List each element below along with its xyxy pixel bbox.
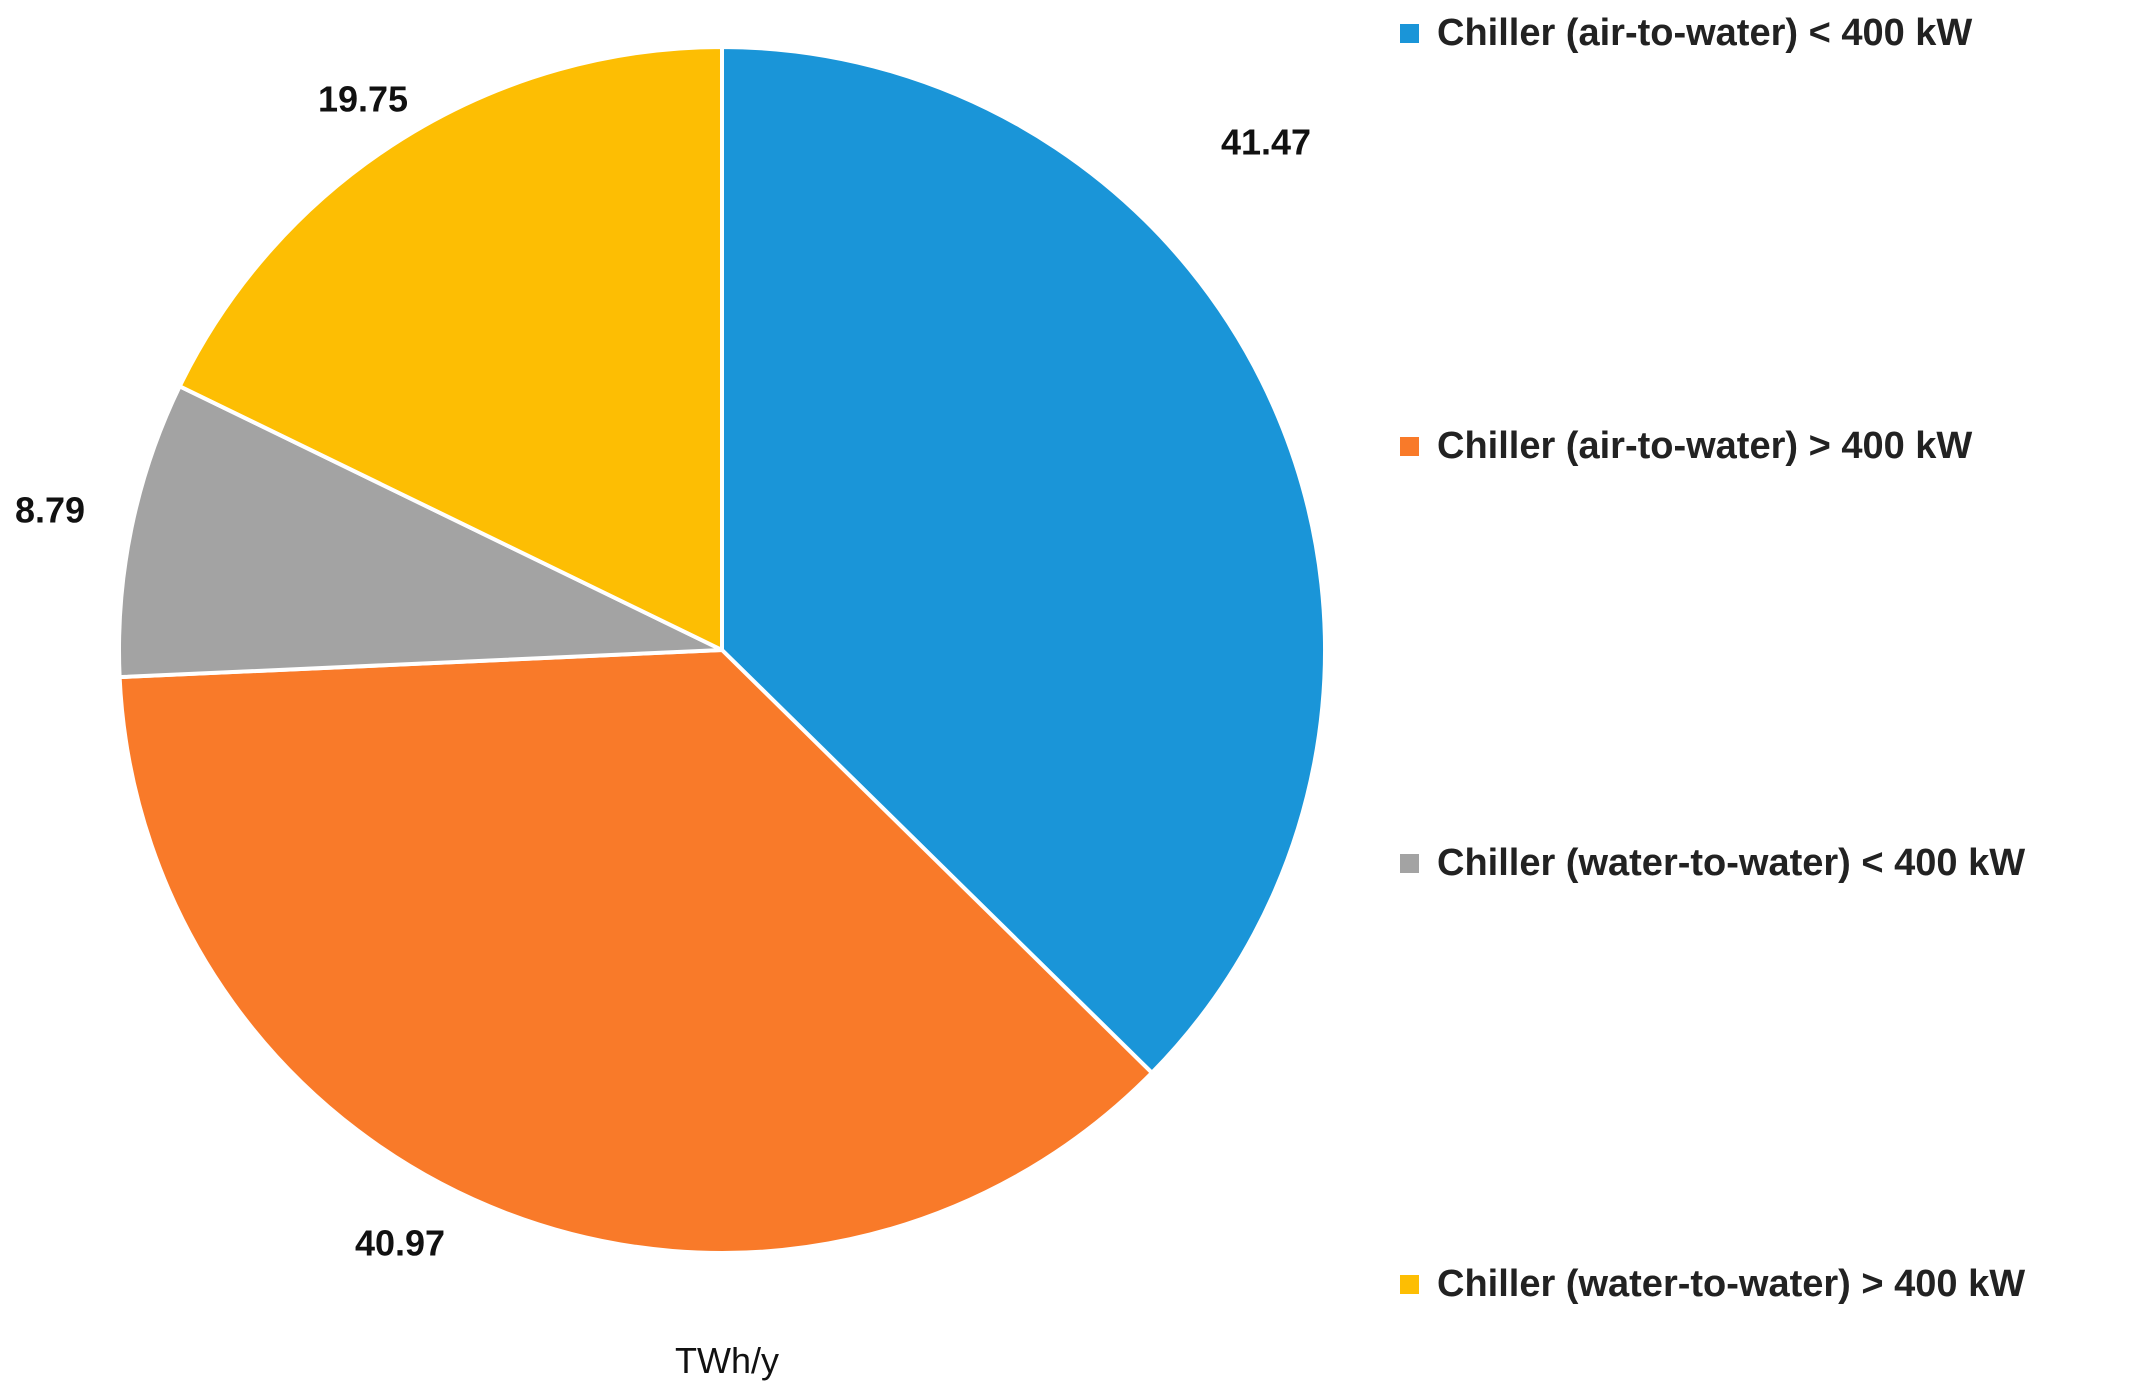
legend-swatch (1400, 24, 1419, 43)
legend-swatch (1400, 437, 1419, 456)
legend-label: Chiller (water-to-water) > 400 kW (1437, 1263, 2026, 1305)
pie-slice (117, 648, 1154, 1255)
pie-value-label: 19.75 (318, 79, 408, 120)
legend-label: Chiller (air-to-water) < 400 kW (1437, 12, 1973, 54)
pie-value-label: 8.79 (15, 490, 85, 531)
pie-slice (177, 45, 724, 652)
pie-slices (117, 45, 1327, 1255)
legend-item-chiller-water-lt-400: Chiller (water-to-water) < 400 kW (1400, 842, 2025, 885)
pie-slice (117, 384, 724, 680)
pie-value-labels: 41.47 40.97 8.79 19.75 (15, 79, 1311, 1264)
legend-item-chiller-air-lt-400: Chiller (air-to-water) < 400 kW (1400, 12, 1972, 55)
legend-label: Chiller (air-to-water) > 400 kW (1437, 425, 1973, 467)
pie-slice (720, 45, 1327, 1075)
unit-label: TWh/y (675, 1340, 779, 1381)
pie-value-label: 41.47 (1221, 122, 1311, 163)
chart-legend: Chiller (air-to-water) < 400 kW Chiller … (1400, 0, 2120, 1391)
legend-item-chiller-water-gt-400: Chiller (water-to-water) > 400 kW (1400, 1263, 2025, 1306)
pie-value-label: 40.97 (355, 1223, 445, 1264)
legend-swatch (1400, 1275, 1419, 1294)
legend-swatch (1400, 854, 1419, 873)
legend-item-chiller-air-gt-400: Chiller (air-to-water) > 400 kW (1400, 425, 1972, 468)
legend-label: Chiller (water-to-water) < 400 kW (1437, 842, 2026, 884)
